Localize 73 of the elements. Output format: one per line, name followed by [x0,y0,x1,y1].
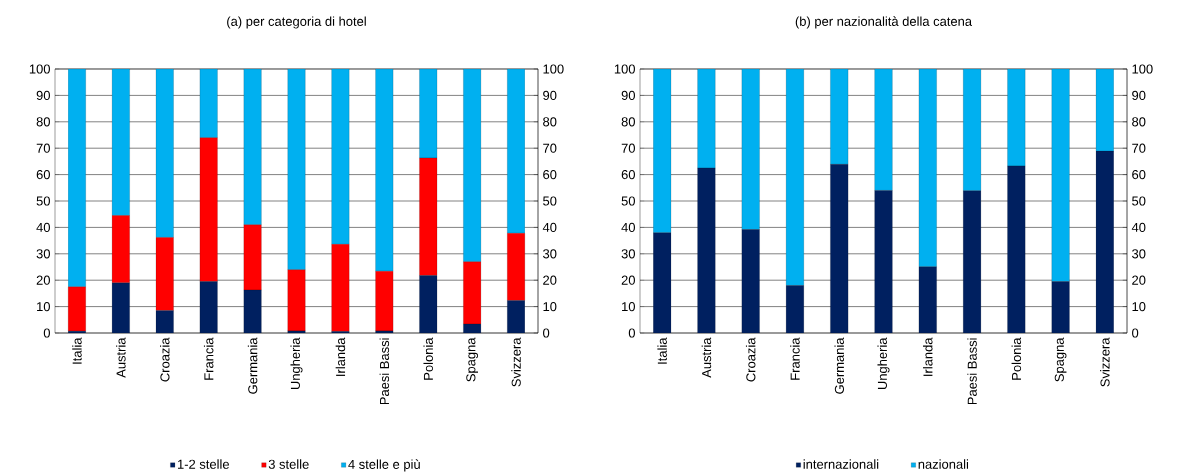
y2-tick-label: 10 [622,302,635,312]
y-tick-label: 100 [543,64,564,74]
y2-tick-label: 100 [29,64,50,74]
x-tick-label: Spagna [1054,337,1067,382]
chart-title: (a) per categoria di hotel [227,16,366,29]
y-tick-label: 90 [1132,90,1146,100]
y-tick-label: 10 [1132,302,1146,312]
y2-tick-label: 0 [43,328,50,338]
y-tick-label: 0 [1132,328,1139,338]
x-tick-label: Austria [116,337,126,378]
y2-tick-label: 50 [621,196,635,206]
y-tick-label: 10 [543,302,557,312]
x-tick-label: Germania [834,337,844,394]
y2-tick-label: 20 [36,275,50,285]
y-tick-label: 60 [543,170,557,180]
y2-tick-label: 60 [621,170,635,180]
x-tick-label: Germania [247,337,258,394]
y2-tick-label: 70 [36,143,50,153]
y2-tick-label: 60 [36,170,50,180]
x-tick-label: Croazia [160,337,170,382]
y-tick-label: 80 [543,117,557,127]
legend-label: internazionali [803,459,879,469]
x-tick-label: Svizzera [511,337,521,387]
x-tick-label: Svizzera [1100,337,1110,387]
legend-label: nazionali [918,459,969,469]
legend-label: 3 stelle [268,459,309,469]
y-tick-label: 20 [543,275,557,285]
y2-tick-label: 90 [36,90,50,100]
y-tick-label: 70 [543,143,557,153]
x-tick-label: Ungheria [877,337,890,390]
y-tick-label: 70 [1132,143,1146,153]
x-tick-label: Francia [203,337,214,380]
y2-tick-label: 80 [36,117,50,127]
legend-label: 1-2 stelle [178,459,229,469]
y2-tick-label: 40 [621,222,635,232]
x-tick-label: Polonia [1011,337,1022,380]
x-tick-label: Irlanda [923,337,933,376]
y-tick-label: 60 [1132,170,1146,180]
x-tick-label: Croazia [745,337,756,382]
y2-tick-label: 50 [36,196,50,206]
y2-tick-label: 20 [621,275,635,285]
chart-title: (b) per nazionalità della catena [795,16,973,29]
y-tick-label: 40 [542,222,557,232]
x-tick-label: Paesi Bassi [379,338,390,405]
y-tick-label: 0 [543,328,550,338]
x-tick-label: Austria [701,337,712,378]
x-tick-label: Irlanda [335,337,346,376]
y2-tick-label: 30 [36,249,50,259]
y2-tick-label: 0 [628,328,635,338]
y-tick-label: 20 [1132,275,1146,285]
y-tick-label: 40 [1131,222,1146,232]
y2-tick-label: 80 [621,117,635,127]
y-tick-label: 90 [543,90,557,100]
y-tick-label: 30 [1132,249,1146,259]
y2-tick-label: 10 [37,302,50,312]
y2-tick-label: 100 [614,64,635,74]
x-tick-label: Italia [657,337,667,364]
y2-tick-label: 30 [621,249,635,259]
y-tick-label: 50 [543,196,557,206]
legend-label: 4 stelle e più [348,459,420,472]
y-tick-label: 50 [1132,196,1146,206]
y-tick-label: 80 [1132,117,1146,127]
y2-tick-label: 70 [621,143,635,153]
x-tick-label: Francia [790,337,800,380]
x-tick-label: Ungheria [290,337,303,390]
x-tick-label: Paesi Bassi [967,338,977,405]
x-tick-label: Spagna [466,337,479,382]
y2-tick-label: 90 [621,90,635,100]
x-tick-label: Italia [72,337,82,364]
y-tick-label: 30 [543,249,557,259]
x-tick-label: Polonia [423,337,433,380]
y-tick-label: 100 [1132,64,1153,74]
y2-tick-label: 40 [36,222,50,232]
